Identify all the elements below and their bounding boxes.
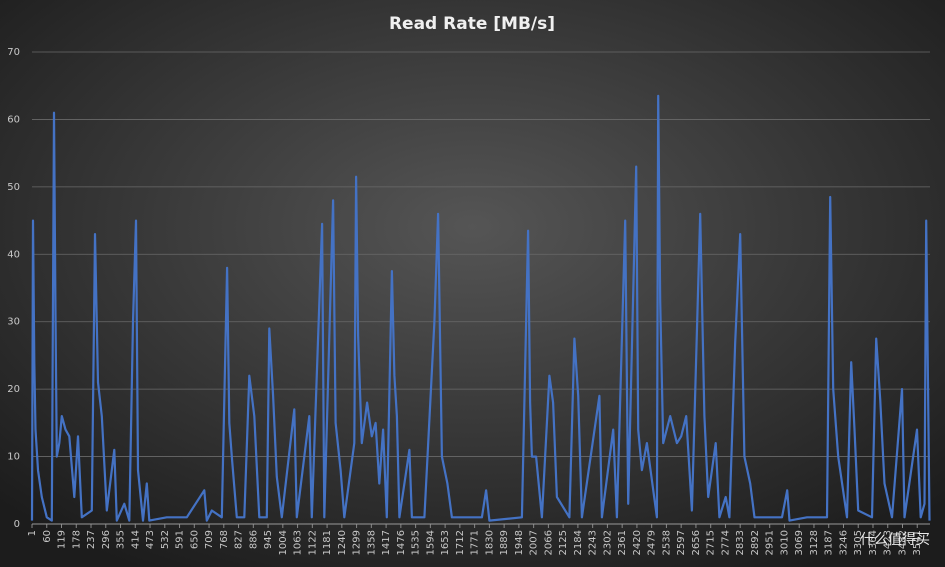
- x-tick-label: 1594: [425, 530, 436, 555]
- x-tick-label: 591: [175, 530, 186, 549]
- y-tick-label: 50: [7, 182, 20, 193]
- x-tick-label: 414: [130, 530, 141, 549]
- x-tick-label: 1417: [381, 530, 392, 555]
- x-tick-label: 3423: [883, 530, 894, 555]
- x-tick-label: 1181: [322, 530, 333, 555]
- x-tick-label: 886: [248, 530, 259, 549]
- x-tick-label: 237: [86, 530, 97, 549]
- x-tick-label: 2243: [588, 530, 599, 555]
- x-tick-label: 296: [101, 530, 112, 549]
- x-tick-label: 1535: [411, 530, 422, 555]
- x-tick-label: 532: [160, 530, 171, 549]
- x-tick-label: 2184: [573, 530, 584, 555]
- x-tick-label: 2892: [750, 530, 761, 555]
- x-tick-label: 473: [145, 530, 156, 549]
- x-tick-label: 2774: [720, 530, 731, 555]
- x-tick-label: 3128: [809, 530, 820, 555]
- x-tick-label: 2479: [647, 530, 658, 555]
- x-tick-label: 2715: [706, 530, 717, 555]
- x-tick-label: 1476: [396, 530, 407, 555]
- line-series: [30, 94, 931, 522]
- x-tick-label: 2420: [632, 530, 643, 555]
- x-tick-label: 119: [57, 530, 68, 549]
- x-tick-label: 3069: [794, 530, 805, 555]
- x-tick-label: 3187: [824, 530, 835, 555]
- x-tick-label: 2007: [529, 530, 540, 555]
- x-tick-label: 1830: [484, 530, 495, 555]
- x-tick-label: 1653: [440, 530, 451, 555]
- y-tick-label: 70: [7, 47, 20, 58]
- x-tick-label: 1004: [278, 530, 289, 555]
- x-tick-label: 2538: [661, 530, 672, 555]
- x-tick-label: 1358: [366, 530, 377, 555]
- y-tick-label: 10: [7, 452, 20, 463]
- x-tick-label: 1122: [307, 530, 318, 555]
- x-tick-label: 1771: [470, 530, 481, 555]
- x-tick-label: 3010: [779, 530, 790, 555]
- x-tick-label: 1889: [499, 530, 510, 555]
- x-tick-label: 650: [189, 530, 200, 549]
- x-tick-label: 3541: [912, 530, 923, 555]
- x-tick-label: 3246: [838, 530, 849, 555]
- x-tick-label: 709: [204, 530, 215, 549]
- x-tick-label: 2833: [735, 530, 746, 555]
- y-tick-label: 60: [7, 114, 20, 125]
- x-tick-label: 1240: [337, 530, 348, 555]
- x-tick-label: 2951: [765, 530, 776, 555]
- x-tick-label: 2361: [617, 530, 628, 555]
- x-tick-label: 1063: [293, 530, 304, 555]
- y-tick-label: 20: [7, 384, 20, 395]
- x-tick-label: 2302: [602, 530, 613, 555]
- x-tick-label: 2125: [558, 530, 569, 555]
- x-tick-label: 355: [116, 530, 127, 549]
- x-tick-label: 178: [71, 530, 82, 549]
- x-tick-label: 768: [219, 530, 230, 549]
- x-tick-label: 1: [27, 530, 38, 536]
- x-tick-label: 60: [42, 530, 53, 543]
- x-tick-label: 945: [263, 530, 274, 549]
- x-tick-label: 827: [234, 530, 245, 549]
- x-tick-label: 1299: [352, 530, 363, 555]
- x-tick-label: 3305: [853, 530, 864, 555]
- x-tick-label: 2597: [676, 530, 687, 555]
- x-tick-label: 3364: [868, 530, 879, 555]
- x-tick-label: 3482: [897, 530, 908, 555]
- y-tick-label: 0: [14, 519, 20, 530]
- x-tick-label: 1948: [514, 530, 525, 555]
- x-tick-label: 2066: [543, 530, 554, 555]
- x-tick-label: 2656: [691, 530, 702, 555]
- y-tick-label: 40: [7, 249, 20, 260]
- chart-title: Read Rate [MB/s]: [389, 14, 555, 34]
- x-tick-label: 1712: [455, 530, 466, 555]
- y-tick-label: 30: [7, 317, 20, 328]
- watermark: 什么值得买: [860, 531, 930, 548]
